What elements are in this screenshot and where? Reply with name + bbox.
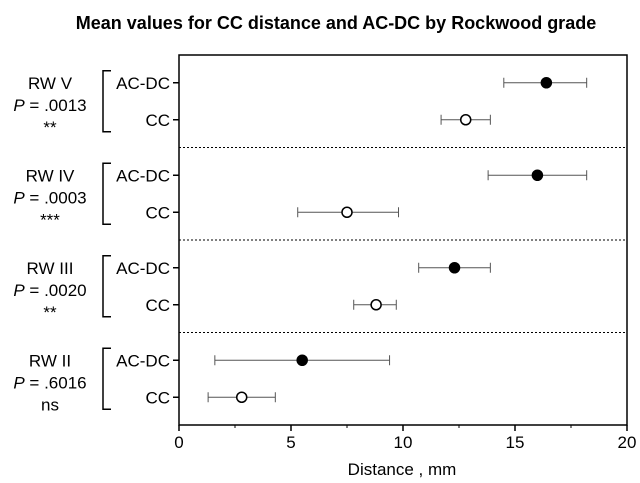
significance-rw-iv: *** [40,211,60,230]
group-label-rw-iv: RW IV [26,166,75,185]
chart-title: Mean values for CC distance and AC-DC by… [76,13,596,33]
x-tick-label-0: 0 [174,433,183,452]
p-value-rw-iv: P = .0003 [13,188,86,207]
x-tick-label-15: 15 [506,433,525,452]
point-rw-iii-ac-dc [448,262,461,274]
x-tick-label-5: 5 [286,433,295,452]
row-label-cc: CC [145,203,170,222]
p-value-rw-v: P = .0013 [13,96,86,115]
group-bracket [102,162,111,225]
group-bracket [102,70,111,133]
row-label-ac-dc: AC-DC [116,259,170,278]
group-bracket [102,347,111,410]
x-tick-label-20: 20 [618,433,637,452]
significance-rw-iii: ** [43,303,57,322]
group-bracket [102,255,111,318]
row-label-cc: CC [145,388,170,407]
x-tick-label-10: 10 [394,433,413,452]
plot-area: RW V P = .0013 ** AC-DC CC RW IV P = .0003 *** A… [13,54,637,452]
significance-rw-ii: ns [41,396,59,415]
row-label-cc: CC [145,296,170,315]
point-rw-v-cc [459,114,472,126]
group-label-rw-v: RW V [28,74,73,93]
group-label-rw-iii: RW III [27,259,74,278]
point-rw-iv-cc [341,206,353,218]
row-label-ac-dc: AC-DC [116,166,170,185]
p-value-rw-iii: P = .0020 [13,281,86,300]
point-rw-v-ac-dc [540,77,553,89]
x-axis-label: Distance , mm [348,460,457,479]
group-label-rw-ii: RW II [29,351,71,370]
point-rw-iii-cc [370,299,382,311]
row-label-ac-dc: AC-DC [116,74,170,93]
point-rw-ii-ac-dc [296,354,308,366]
row-label-ac-dc: AC-DC [116,351,170,370]
point-rw-iv-ac-dc [531,169,544,181]
p-value-rw-ii: P = .6016 [13,373,86,392]
significance-rw-v: ** [43,118,57,137]
row-label-cc: CC [145,111,170,130]
point-rw-ii-cc [235,391,248,403]
